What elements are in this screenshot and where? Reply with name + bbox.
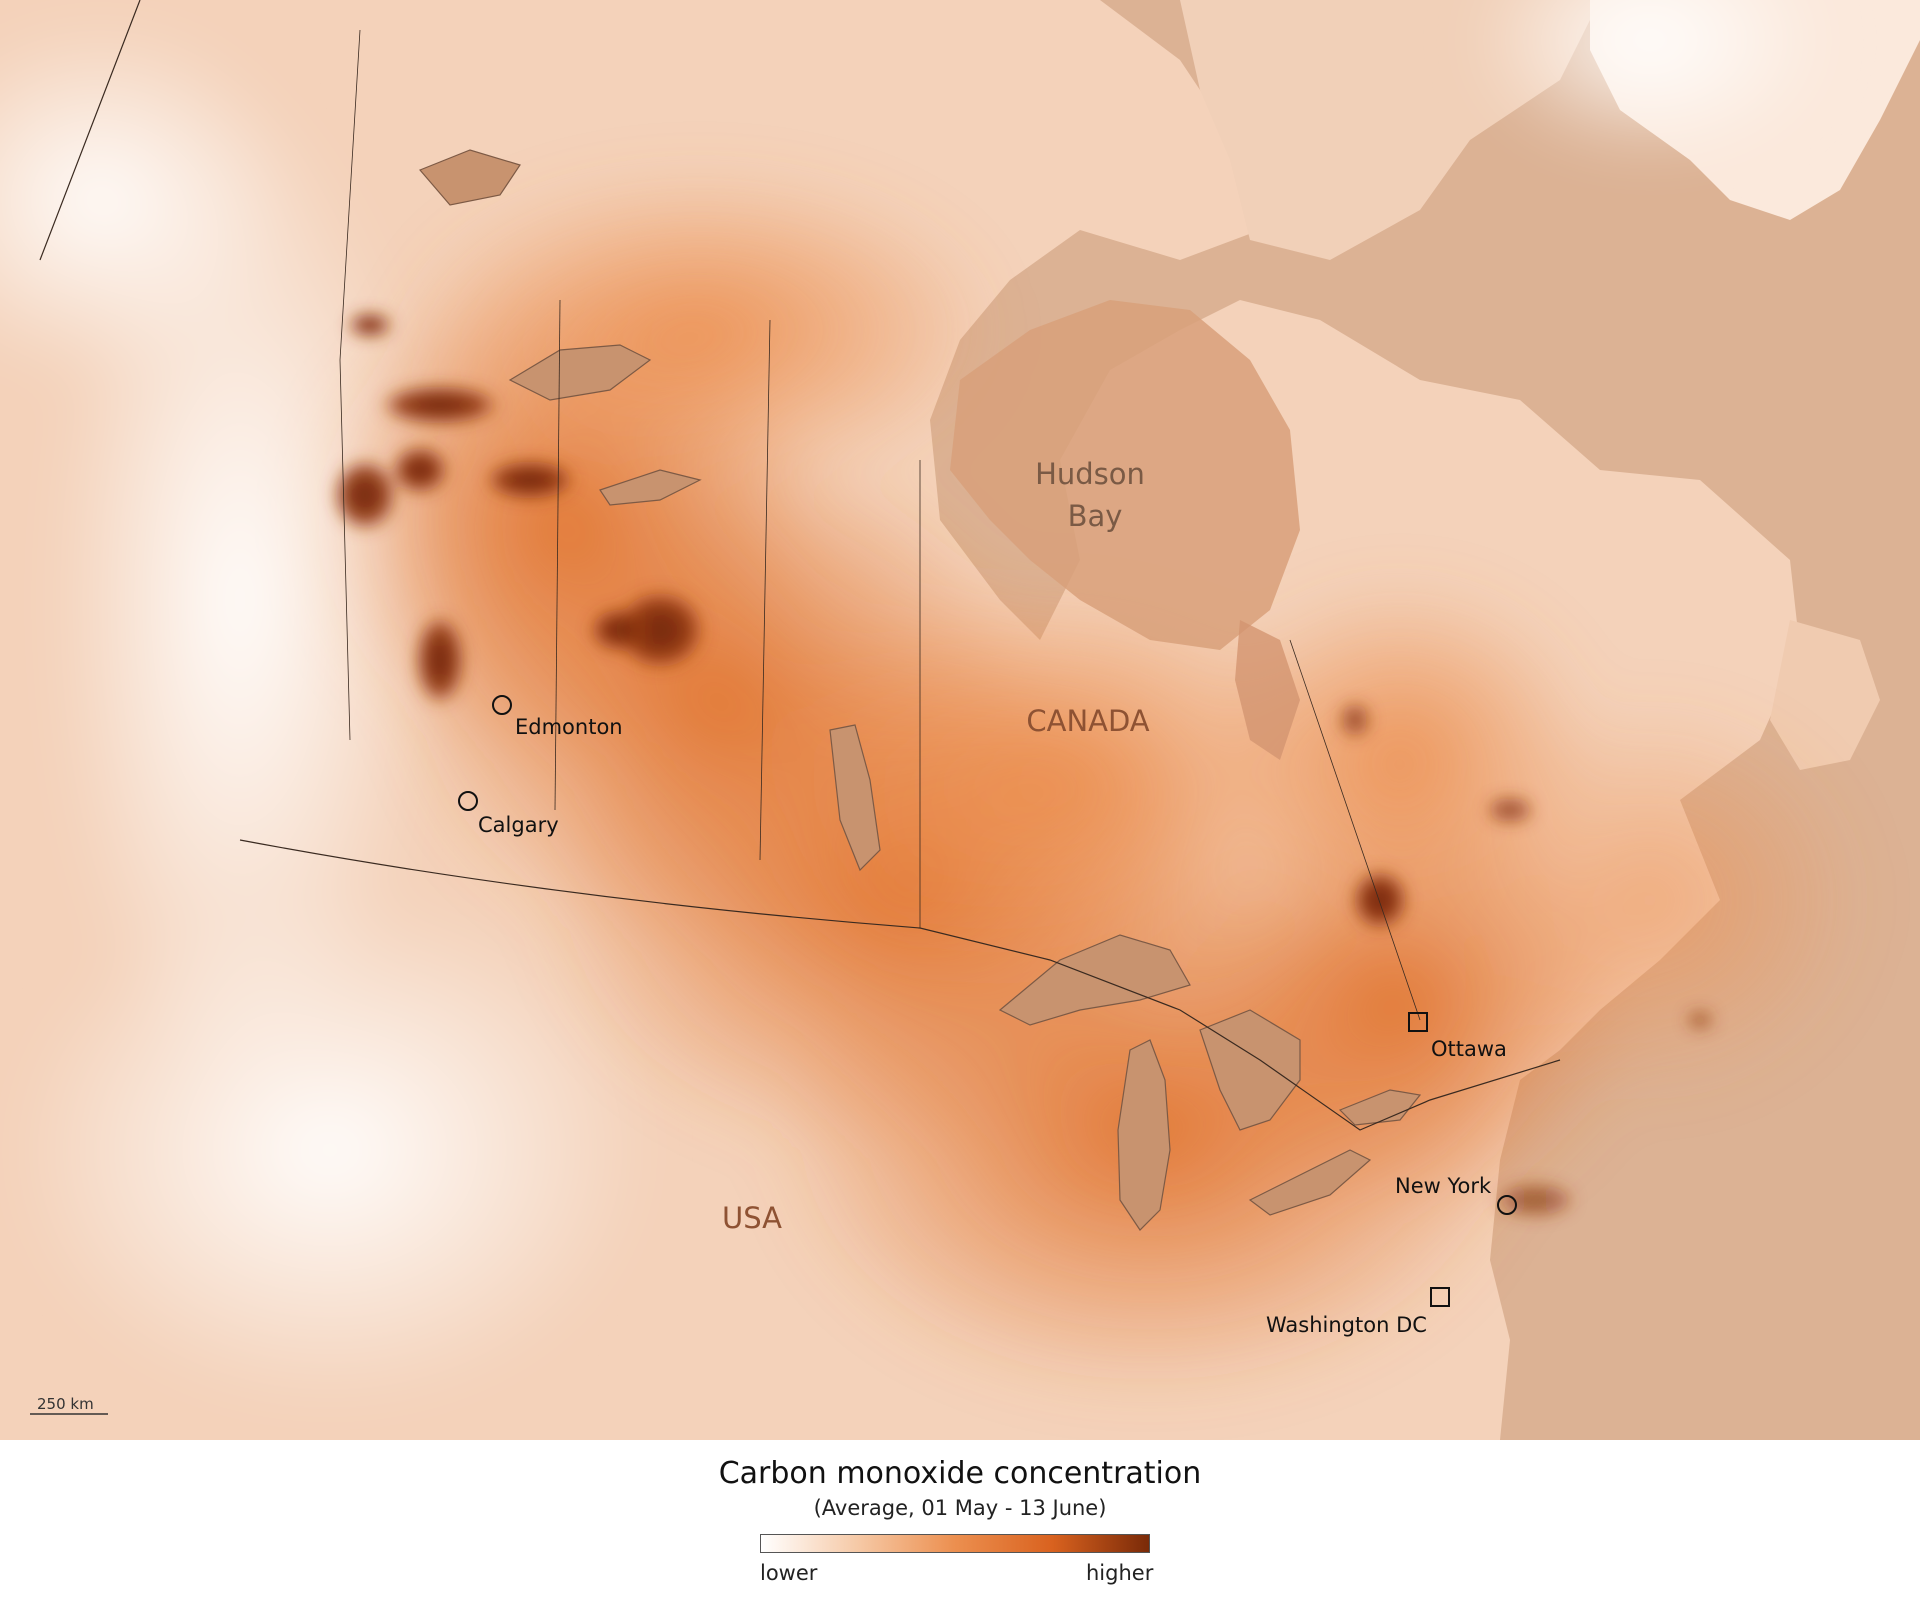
calgary-marker <box>458 791 478 811</box>
city-new-york: New York <box>1395 1174 1517 1215</box>
province-border <box>1289 639 1421 1021</box>
label-canada: CANADA <box>1026 704 1149 738</box>
legend-color-scale <box>760 1534 1150 1553</box>
label-hudson-bay-2: Bay <box>1068 499 1123 533</box>
lake-huron <box>1199 1009 1301 1131</box>
city-ottawa: Ottawa <box>1408 1012 1507 1061</box>
lake-athabasca <box>599 469 702 506</box>
legend-low-label: lower <box>760 1561 818 1585</box>
us-canada-border <box>239 839 1561 1131</box>
city-calgary: Calgary <box>458 791 559 837</box>
legend-panel: Carbon monoxide concentration (Average, … <box>0 1440 1920 1618</box>
legend-high-label: higher <box>1086 1561 1154 1585</box>
hudson-bay <box>950 300 1300 650</box>
legend-subtitle: (Average, 01 May - 13 June) <box>813 1496 1107 1520</box>
province-border <box>339 29 361 741</box>
lake-winnipeg <box>829 724 881 872</box>
map-scale: 250 km <box>30 1395 108 1415</box>
lake-ontario <box>1338 1089 1422 1126</box>
fire-hotspots <box>333 313 1714 1218</box>
ottawa-label: Ottawa <box>1431 1037 1507 1061</box>
co-concentration-map: Hudson Bay CANADA USA Edmonton Calgary O… <box>0 0 1920 1440</box>
new-york-label: New York <box>1395 1174 1492 1198</box>
james-bay <box>1235 620 1300 760</box>
washington-label: Washington DC <box>1266 1313 1427 1337</box>
great-lakes <box>418 149 1422 1231</box>
lake-superior <box>998 934 1191 1026</box>
city-washington: Washington DC <box>1266 1287 1450 1337</box>
label-hudson-bay-1: Hudson <box>1035 457 1145 491</box>
scale-label: 250 km <box>37 1395 94 1413</box>
city-edmonton: Edmonton <box>492 695 623 739</box>
calgary-label: Calgary <box>478 813 559 837</box>
clean-air-west <box>0 0 1830 1410</box>
lake-erie <box>1248 1149 1372 1216</box>
province-border <box>759 319 771 861</box>
label-usa: USA <box>722 1201 782 1235</box>
washington-marker <box>1430 1287 1450 1307</box>
newfoundland <box>1770 620 1880 770</box>
legend-title: Carbon monoxide concentration <box>718 1456 1202 1491</box>
ottawa-marker <box>1408 1012 1428 1032</box>
new-york-marker <box>1497 1195 1517 1215</box>
province-border <box>554 299 561 811</box>
great-bear-lake <box>418 149 521 206</box>
borders <box>39 0 1561 1131</box>
alaska-border <box>39 0 141 261</box>
edmonton-marker <box>492 695 512 715</box>
lake-michigan <box>1117 1039 1171 1231</box>
great-slave-lake <box>508 344 652 401</box>
edmonton-label: Edmonton <box>515 715 623 739</box>
